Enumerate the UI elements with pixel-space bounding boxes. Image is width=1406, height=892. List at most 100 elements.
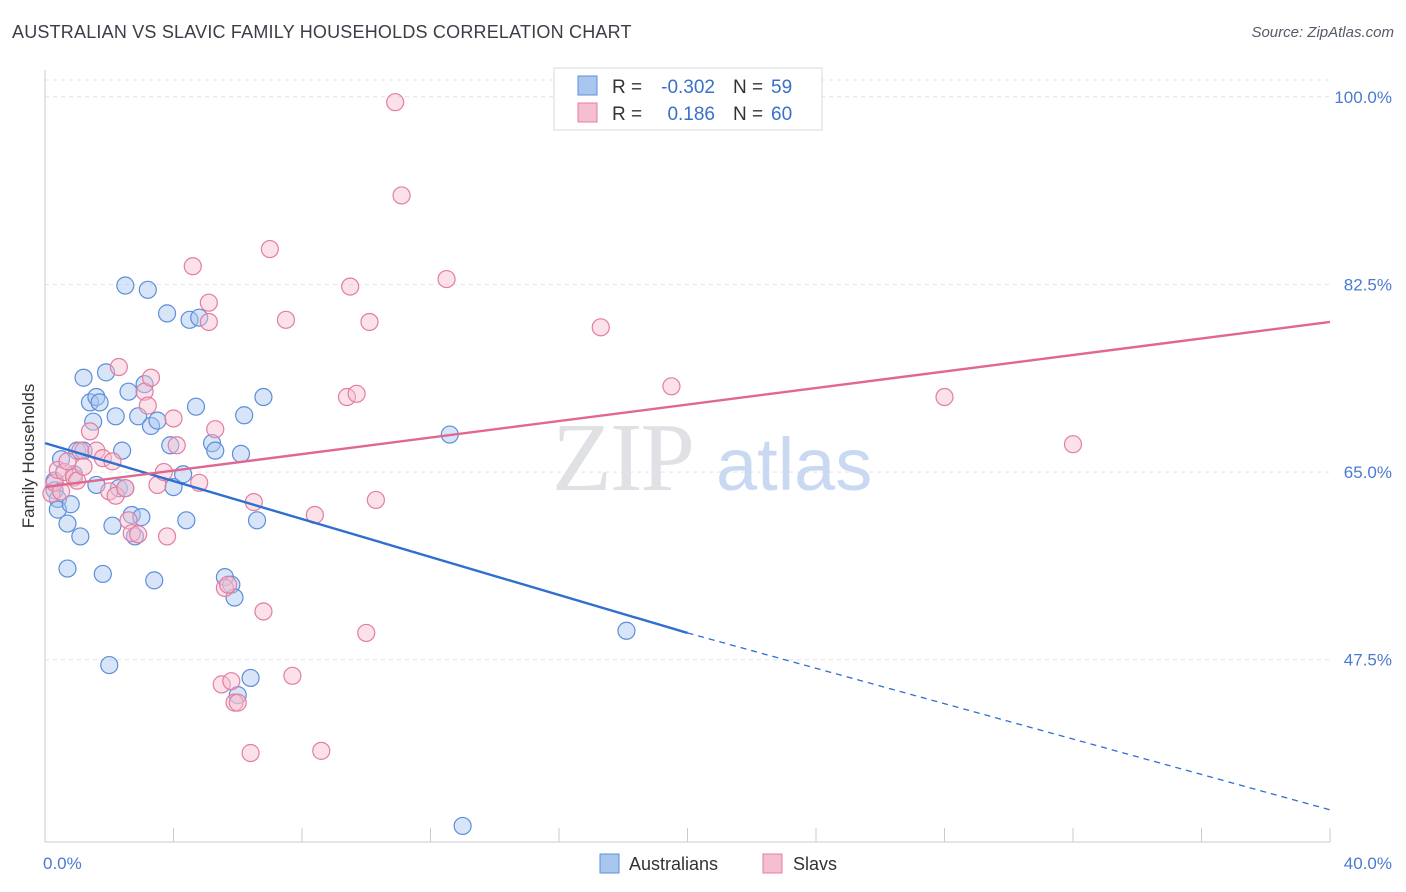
australians-point — [103, 516, 122, 535]
slavs-point — [219, 575, 238, 594]
stats-n-value-australians: 59 — [771, 77, 792, 98]
slavs-point — [241, 743, 260, 763]
australians-point — [247, 511, 267, 530]
y-axis-label: Family Households — [19, 384, 38, 529]
australians-point — [145, 571, 164, 590]
stats-box-frame — [553, 67, 823, 131]
slavs-point — [212, 675, 231, 694]
slavs-point — [360, 312, 379, 332]
slavs-point — [341, 277, 360, 296]
slavs-point — [129, 525, 148, 544]
grid-lines — [45, 79, 1330, 661]
y-tick-label: 47.5% — [1344, 651, 1392, 670]
watermark-zip: ZIP — [552, 404, 693, 512]
stats-r-value-australians: -0.302 — [661, 77, 715, 98]
slavs-point — [109, 357, 128, 377]
slavs-point — [116, 479, 135, 498]
australians-point — [231, 444, 251, 463]
australians-point — [161, 436, 180, 455]
slavs-regression-line — [44, 320, 1331, 489]
slavs-points — [42, 93, 1083, 763]
slavs-point — [106, 486, 125, 505]
chart-source: Source: ZipAtlas.com — [1251, 24, 1394, 41]
australians-point — [87, 387, 106, 407]
slavs-point — [276, 310, 296, 329]
australians-point — [61, 495, 80, 514]
slavs-point — [662, 377, 681, 396]
stats-r-label-slavs: R = — [612, 104, 642, 125]
chart-title: AUSTRALIAN VS SLAVIC FAMILY HOUSEHOLDS C… — [12, 22, 632, 42]
slavs-point — [141, 368, 161, 387]
australians-point — [71, 527, 90, 546]
australians-points — [45, 276, 636, 836]
legend-label-australians[interactable]: Australians — [629, 854, 718, 874]
australians-point — [100, 655, 119, 675]
slavs-point — [366, 490, 385, 510]
slavs-point — [591, 318, 610, 337]
slavs-point — [167, 436, 186, 455]
australians-point — [157, 304, 177, 323]
y-tick-label: 100.0% — [1334, 88, 1392, 107]
australians-point — [93, 564, 112, 584]
australians-point — [148, 411, 167, 430]
stats-box: R = -0.302 N = 59 R = 0.186 N = 60 — [553, 67, 823, 131]
australians-point — [206, 441, 225, 460]
slavs-point — [55, 462, 74, 482]
slavs-point — [935, 387, 954, 407]
y-tick-label: 65.0% — [1344, 463, 1392, 482]
australians-point — [190, 308, 209, 327]
y-tick-labels: 100.0% 82.5% 65.0% 47.5% — [1334, 88, 1392, 670]
australians-regression-line — [44, 441, 688, 635]
legend-label-slavs[interactable]: Slavs — [793, 854, 837, 874]
stats-swatch-australians — [577, 75, 598, 96]
australians-point — [106, 407, 125, 426]
australians-point — [241, 668, 260, 688]
axes — [44, 70, 1331, 843]
slavs-point — [283, 666, 302, 685]
slavs-point — [138, 396, 157, 415]
y-tick-label: 82.5% — [1344, 275, 1392, 294]
slavs-point — [312, 741, 331, 760]
australians-point — [90, 393, 109, 412]
slavs-point — [80, 422, 100, 441]
australians-point — [177, 511, 196, 530]
australians-point — [453, 816, 472, 836]
slavs-point — [437, 269, 456, 289]
stats-swatch-slavs — [577, 102, 598, 123]
australians-point — [235, 406, 254, 425]
slavs-point — [1063, 435, 1083, 454]
australians-point — [138, 280, 157, 299]
slavs-point — [183, 257, 202, 276]
australians-point — [254, 387, 273, 407]
stats-r-label-australians: R = — [612, 77, 642, 98]
slavs-point — [74, 457, 93, 476]
australians-point — [617, 621, 636, 640]
slavs-point — [392, 186, 411, 205]
australians-point — [186, 397, 206, 416]
x-tick-label: 40.0% — [1344, 854, 1392, 873]
slavs-point — [337, 387, 357, 407]
australians-point — [74, 368, 93, 387]
slavs-point — [357, 623, 376, 643]
slavs-point — [222, 672, 241, 691]
slavs-point — [199, 312, 218, 332]
stats-n-value-slavs: 60 — [771, 104, 792, 125]
watermark-atlas: atlas — [716, 423, 872, 506]
x-tick-label: 0.0% — [43, 854, 82, 873]
slavs-point — [199, 293, 218, 312]
legend: Australians Slavs — [599, 853, 837, 874]
stats-n-label-slavs: N = — [733, 104, 763, 125]
slavs-point — [58, 452, 77, 471]
slavs-point — [122, 524, 141, 543]
regression-lines — [44, 320, 1331, 811]
australians-point — [119, 382, 138, 401]
stats-r-value-slavs: 0.186 — [667, 104, 715, 125]
slavs-point — [51, 482, 71, 501]
australians-regression-extension — [687, 632, 1331, 811]
slavs-point — [347, 384, 366, 403]
legend-swatch-australians[interactable] — [599, 853, 620, 874]
legend-swatch-slavs[interactable] — [762, 853, 783, 874]
slavs-point — [386, 93, 405, 112]
australians-point — [84, 412, 103, 431]
